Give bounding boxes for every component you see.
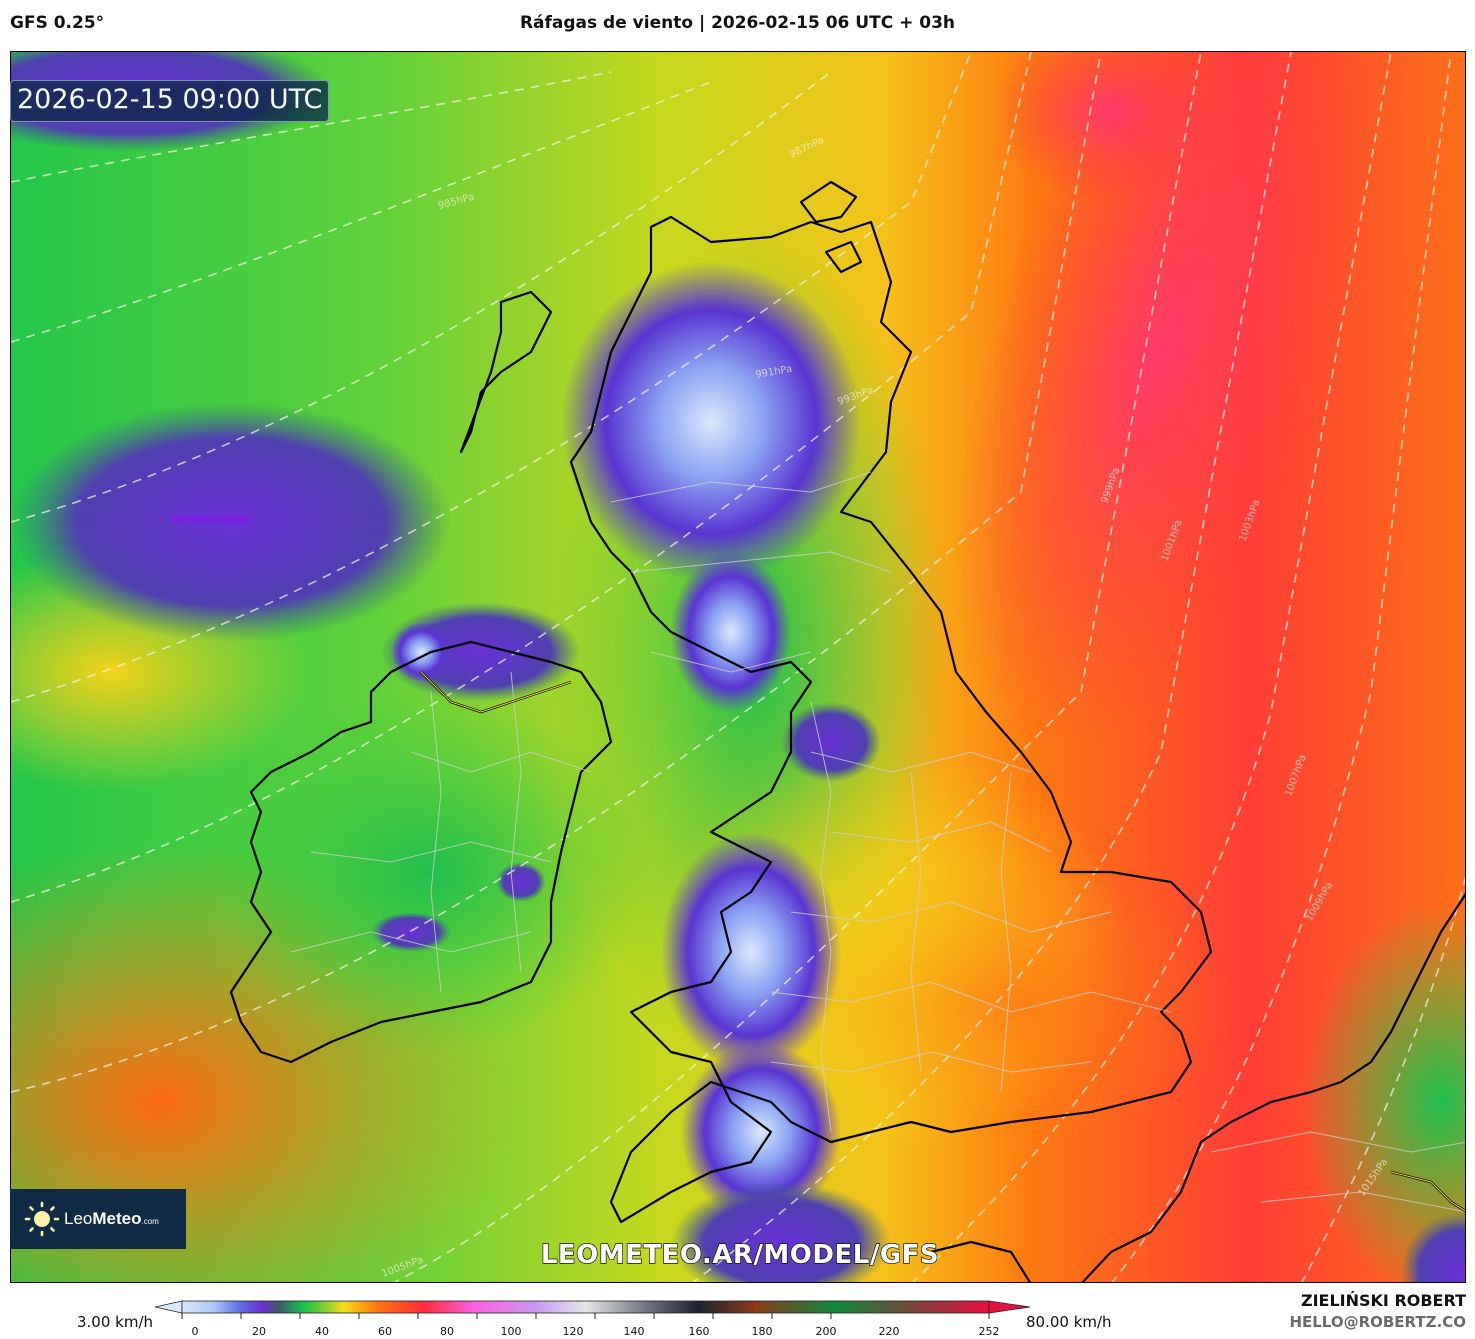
colorbar-tick: 100	[500, 1325, 522, 1338]
ireland-coastline	[229, 640, 613, 1064]
colorbar-tick: 200	[815, 1325, 837, 1338]
sun-icon	[24, 1201, 60, 1237]
great-britain-coastline	[569, 215, 1213, 1224]
colorbar-max-label: 80.00 km/h	[1026, 1313, 1112, 1331]
colorbar-tick: 160	[688, 1325, 710, 1338]
colorbar-tick: 220	[878, 1325, 900, 1338]
leometeo-logo[interactable]: LeoMeteo.com	[10, 1189, 186, 1249]
colorbar-tick: 252	[978, 1325, 1000, 1338]
colorbar-min-label: 3.00 km/h	[77, 1313, 154, 1331]
colorbar-tick: 40	[315, 1325, 329, 1338]
chart-title: Ráfagas de viento | 2026-02-15 06 UTC + …	[519, 13, 956, 33]
wind-gust-map[interactable]: 985hPa 987hPa 991hPa 993hPa 999hPa 1001h…	[10, 51, 1466, 1283]
author-email[interactable]: HELLO@ROBERTZ.CO	[1289, 1313, 1466, 1331]
colorbar-tick: 60	[378, 1325, 392, 1338]
model-label: GFS 0.25°	[10, 13, 105, 33]
watermark-url: LEOMETEO.AR/MODEL/GFS	[540, 1239, 940, 1270]
colorbar	[154, 1300, 1031, 1330]
europe-coastline	[1081, 893, 1465, 1282]
colorbar-tick: 140	[623, 1325, 645, 1338]
colorbar-tick: 20	[252, 1325, 266, 1338]
logo-text: LeoMeteo.com	[64, 1209, 159, 1228]
colorbar-tick: 80	[440, 1325, 454, 1338]
author-name: ZIELIŃSKI ROBERT	[1300, 1291, 1466, 1310]
colorbar-tick: 0	[191, 1325, 199, 1338]
colorbar-tick: 120	[562, 1325, 584, 1338]
valid-time-badge: 2026-02-15 09:00 UTC	[10, 80, 330, 122]
colorbar-tick: 180	[751, 1325, 773, 1338]
